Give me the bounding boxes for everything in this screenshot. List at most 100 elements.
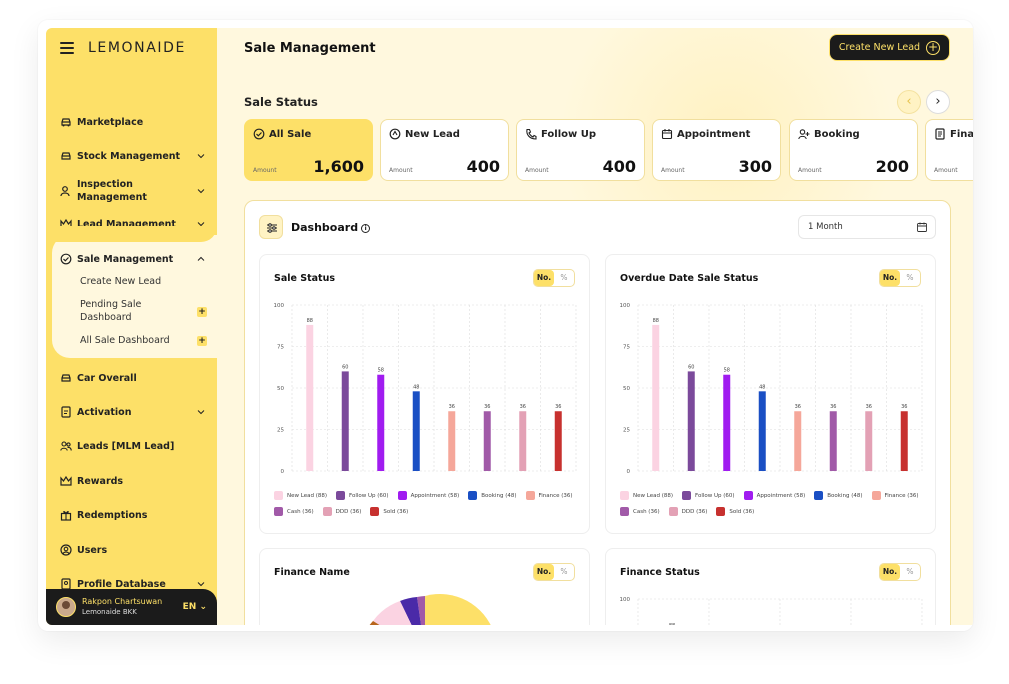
count-percent-toggle[interactable]: No. % — [533, 269, 575, 287]
legend-swatch — [620, 491, 629, 500]
legend-swatch — [370, 507, 380, 516]
chevron-down-icon — [197, 582, 205, 587]
info-icon[interactable]: i — [361, 224, 371, 233]
plus-icon[interactable]: + — [197, 336, 207, 346]
toggle-no[interactable]: No. — [534, 270, 554, 286]
legend-swatch — [468, 491, 478, 500]
chevron-down-icon — [197, 410, 205, 415]
sidebar-item-rewards[interactable]: Rewards — [60, 475, 210, 487]
legend-item[interactable]: Appointment (58) — [743, 491, 805, 500]
sidebar-item-inspection[interactable]: Inspection Management — [60, 178, 210, 204]
count-percent-toggle[interactable]: No. % — [879, 269, 921, 287]
status-card-booking[interactable]: Booking Amount 200 — [789, 119, 918, 181]
sidebar-item-car-overall[interactable]: Car Overall — [60, 372, 210, 384]
next-button[interactable]: › — [926, 90, 950, 114]
legend-item[interactable]: Cash (36) — [620, 507, 660, 516]
sidebar-item-users[interactable]: Users — [60, 544, 210, 556]
pie-slice — [425, 594, 491, 625]
filter-sliders-icon[interactable] — [259, 215, 283, 239]
sale-submenu — [52, 235, 217, 358]
submenu-create-new-lead[interactable]: Create New Lead — [80, 276, 162, 287]
prev-button[interactable]: ‹ — [897, 90, 921, 114]
bar-value-label: 60 — [342, 364, 348, 370]
language-selector[interactable]: EN ⌄ — [182, 602, 207, 612]
sidebar-item-leads-mlm[interactable]: Leads [MLM Lead] — [60, 440, 210, 452]
toggle-no[interactable]: No. — [880, 270, 900, 286]
chart-title: Overdue Date Sale Status — [620, 273, 759, 284]
toggle-percent[interactable]: % — [906, 567, 914, 576]
sidebar-item-marketplace[interactable]: Marketplace — [60, 116, 210, 128]
toggle-percent[interactable]: % — [906, 273, 914, 282]
count-percent-toggle[interactable]: No. % — [879, 563, 921, 581]
legend-label: Booking (48) — [827, 492, 863, 499]
legend-item[interactable]: Sold (36) — [716, 507, 754, 516]
new-lead-icon — [389, 128, 401, 140]
user-profile-bar[interactable]: Rakpon Chartsuwan Lemonaide BKK EN ⌄ — [46, 589, 217, 625]
status-card-finance[interactable]: Finance Amount — [925, 119, 973, 181]
legend-swatch — [397, 491, 407, 500]
legend-item[interactable]: DDD (36) — [322, 507, 361, 516]
period-select[interactable]: 1 Month — [798, 215, 936, 239]
legend-swatch — [743, 491, 753, 500]
submenu-pending-sale-dashboard[interactable]: Pending Sale Dashboard — [80, 299, 142, 323]
legend-item[interactable]: Follow Up (60) — [682, 491, 735, 500]
legend-label: Cash (36) — [287, 508, 314, 515]
bar-value-label: 36 — [830, 404, 836, 410]
status-card-appointment[interactable]: Appointment Amount 300 — [652, 119, 781, 181]
legend-item[interactable]: New Lead (88) — [274, 491, 327, 500]
legend-item[interactable]: Finance (36) — [525, 491, 573, 500]
status-card-all-sale[interactable]: All Sale Amount 1,600 — [244, 119, 373, 181]
legend-swatch — [620, 507, 629, 516]
legend-swatch — [682, 491, 691, 500]
bar-cash — [829, 411, 837, 471]
legend-item[interactable]: DDD (36) — [668, 507, 707, 516]
chevron-left-icon: ‹ — [906, 94, 912, 109]
plus-icon[interactable]: + — [197, 307, 207, 317]
sidebar-item-redemptions[interactable]: Redemptions — [60, 509, 210, 521]
bar-finance — [448, 411, 456, 471]
legend-item[interactable]: Cash (36) — [274, 507, 314, 516]
crown-icon — [60, 475, 72, 486]
pie-slice — [369, 621, 380, 625]
pie-slice — [373, 601, 412, 625]
users-icon — [60, 441, 72, 451]
legend-item[interactable]: Booking (48) — [468, 491, 517, 500]
legend-swatch — [668, 507, 678, 516]
calendar-icon — [661, 129, 673, 140]
legend-swatch — [871, 491, 881, 500]
legend-item[interactable]: Follow Up (60) — [336, 491, 389, 500]
legend-label: Cash (36) — [633, 508, 660, 515]
toggle-percent[interactable]: % — [560, 567, 568, 576]
toggle-no[interactable]: No. — [880, 564, 900, 580]
y-tick-label: 100 — [620, 303, 631, 309]
create-new-lead-button[interactable]: Create New Lead + — [829, 34, 950, 61]
sidebar-item-activation[interactable]: Activation — [60, 406, 210, 418]
submenu-all-sale-dashboard[interactable]: All Sale Dashboard — [80, 335, 170, 346]
status-card-new-lead[interactable]: New Lead Amount 400 — [380, 119, 509, 181]
legend-item[interactable]: Appointment (58) — [397, 491, 459, 500]
bar-value-label: 48 — [759, 384, 765, 390]
y-tick-label: 50 — [623, 386, 630, 392]
finance-name-pie-chart — [369, 594, 491, 625]
sidebar: LEMONAIDE Marketplace Stock Management I… — [46, 28, 217, 625]
legend-swatch — [274, 507, 283, 516]
sidebar-item-sale[interactable]: Sale Management — [60, 253, 210, 265]
overdue-bar-chart: 0 25 50 75 100 88 60 58 48 36 36 36 36 — [620, 303, 923, 475]
menu-icon[interactable] — [60, 42, 74, 54]
legend-item[interactable]: Booking (48) — [814, 491, 863, 500]
count-percent-toggle[interactable]: No. % — [533, 563, 575, 581]
legend-item[interactable]: Sold (36) — [370, 507, 408, 516]
status-card-follow-up[interactable]: Follow Up Amount 400 — [516, 119, 645, 181]
page-title: Sale Management — [244, 41, 376, 56]
chevron-right-icon: › — [935, 94, 941, 109]
toggle-no[interactable]: No. — [534, 564, 554, 580]
finance-status-bar-chart: 100 88 — [620, 597, 923, 625]
y-tick-label: 100 — [620, 597, 631, 603]
legend-item[interactable]: New Lead (88) — [620, 491, 673, 500]
bar-new_lead — [306, 324, 314, 471]
legend-item[interactable]: Finance (36) — [871, 491, 919, 500]
toggle-percent[interactable]: % — [560, 273, 568, 282]
sidebar-item-stock[interactable]: Stock Management — [60, 150, 210, 162]
bar-appointment — [723, 374, 731, 471]
bar-sold — [900, 411, 908, 471]
